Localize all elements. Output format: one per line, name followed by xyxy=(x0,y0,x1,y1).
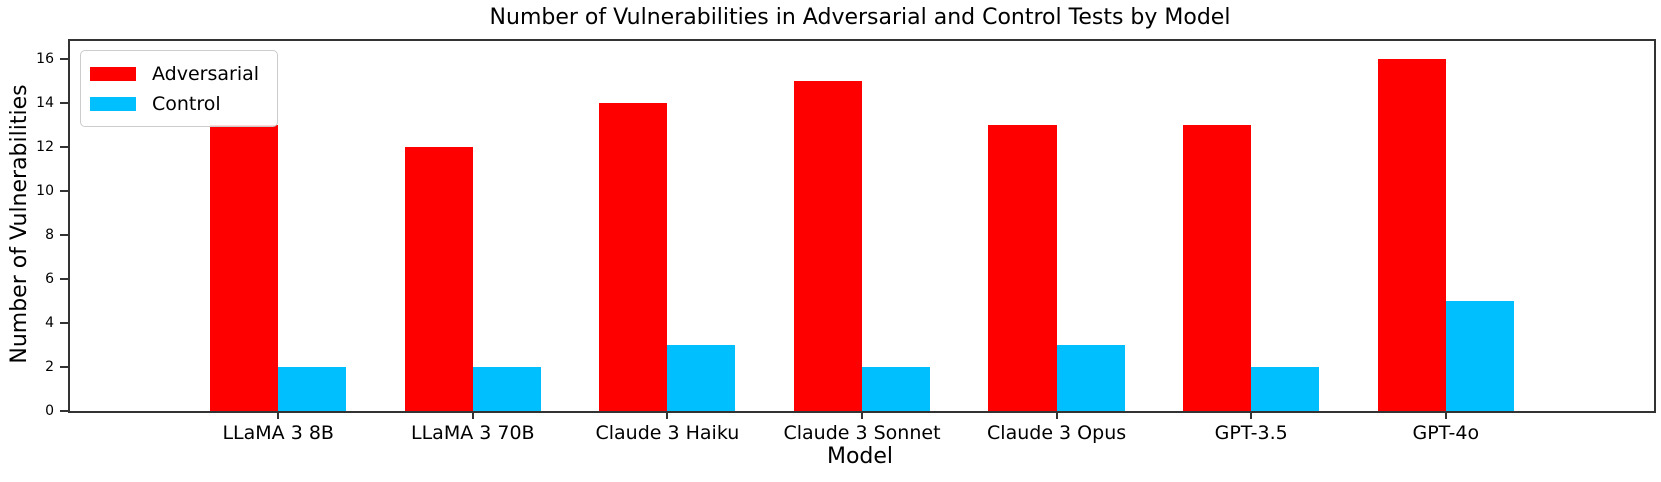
bar-control-claude-3-haiku xyxy=(667,344,736,411)
y-tick-mark xyxy=(60,57,68,60)
y-tick-label: 6 xyxy=(45,270,54,287)
x-tick-mark xyxy=(861,411,863,419)
y-tick-mark xyxy=(60,233,68,236)
x-tick-label-llama-3-8b: LLaMA 3 8B xyxy=(222,422,334,444)
y-tick-label: 2 xyxy=(45,358,54,375)
bar-control-llama-3-8b xyxy=(278,366,347,411)
plot-area: Adversarial Control 0 2 4 6 8 10 12 14 16 LLaMA 3 … xyxy=(36,39,1656,444)
x-tick-mark xyxy=(471,411,474,419)
bar-control-claude-3-sonnet xyxy=(862,366,931,411)
bar-adversarial-gpt-4o xyxy=(1377,58,1446,411)
bar-adversarial-gpt-3-5 xyxy=(1183,124,1252,411)
y-tick-label: 4 xyxy=(45,314,54,331)
bar-control-gpt-3-5 xyxy=(1251,366,1320,411)
bar-control-llama-3-70b xyxy=(472,366,541,411)
bar-adversarial-llama-3-8b xyxy=(210,124,279,411)
y-tick-mark xyxy=(60,101,68,104)
x-tick-label-llama-3-70b: LLaMA 3 70B xyxy=(411,422,535,444)
x-tick-mark xyxy=(1055,411,1058,419)
y-tick-mark xyxy=(60,189,68,192)
y-tick-label: 16 xyxy=(36,50,54,67)
x-tick-mark xyxy=(277,411,280,419)
y-tick-mark xyxy=(60,321,68,324)
y-tick-label: 10 xyxy=(36,182,54,199)
legend-label-control: Control xyxy=(152,92,221,115)
x-tick-mark xyxy=(1444,411,1447,419)
x-tick-label-gpt-4o: GPT-4o xyxy=(1412,422,1480,444)
y-tick-mark xyxy=(60,410,68,412)
y-tick-label: 14 xyxy=(36,94,54,111)
y-tick-label: 12 xyxy=(36,138,54,155)
bar-adversarial-claude-3-haiku xyxy=(599,102,668,411)
x-tick-label-gpt-3-5: GPT-3.5 xyxy=(1214,422,1288,444)
bar-control-claude-3-opus xyxy=(1056,344,1125,411)
y-tick-label: 0 xyxy=(45,403,54,419)
bar-adversarial-claude-3-opus xyxy=(988,124,1057,411)
x-tick-label-claude-3-sonnet: Claude 3 Sonnet xyxy=(783,422,941,444)
bar-control-gpt-4o xyxy=(1445,300,1514,411)
x-tick-mark xyxy=(666,411,669,419)
legend: Adversarial Control xyxy=(80,50,279,127)
bar-adversarial-llama-3-70b xyxy=(404,146,473,411)
x-tick-label-claude-3-opus: Claude 3 Opus xyxy=(987,422,1127,444)
bar-adversarial-claude-3-sonnet xyxy=(793,80,862,411)
legend-item-adversarial: Adversarial xyxy=(90,59,259,88)
y-tick-mark xyxy=(60,365,68,368)
y-tick-mark xyxy=(60,277,68,280)
legend-label-adversarial: Adversarial xyxy=(152,62,260,85)
x-tick-mark xyxy=(1250,411,1253,419)
legend-swatch-adversarial xyxy=(90,66,136,81)
legend-item-control: Control xyxy=(90,89,259,118)
y-tick-mark xyxy=(60,145,68,148)
x-tick-label-claude-3-haiku: Claude 3 Haiku xyxy=(595,422,740,444)
chart-title: Number of Vulnerabilities in Adversarial… xyxy=(489,5,1231,30)
x-axis-label: Model xyxy=(826,444,894,469)
y-tick-label: 8 xyxy=(45,226,54,243)
legend-swatch-control xyxy=(90,96,136,111)
